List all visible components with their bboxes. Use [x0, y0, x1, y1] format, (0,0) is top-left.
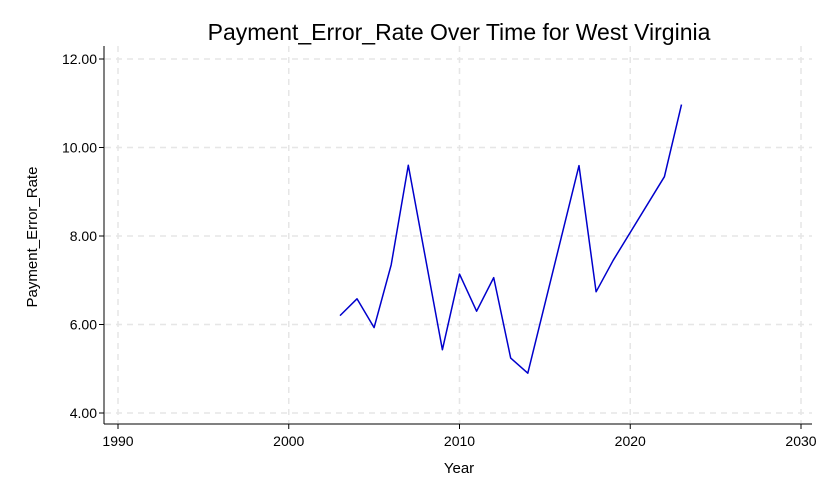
grid: [105, 46, 812, 423]
series: [339, 104, 683, 374]
y-tick-label: 8.00: [70, 228, 97, 244]
x-tick-label: 2020: [615, 433, 646, 449]
x-tick-label: 2000: [273, 433, 304, 449]
x-tick-label: 1990: [102, 433, 133, 449]
y-tick-label: 12.00: [62, 51, 97, 67]
y-tick-label: 10.00: [62, 140, 97, 156]
series-line: [339, 104, 683, 374]
x-axis-ticks: 1990 2000 2010 2020 2030: [102, 424, 817, 449]
y-axis-label: Payment_Error_Rate: [24, 167, 41, 308]
y-axis-ticks: 4.00 6.00 8.00 10.00 12.00: [62, 51, 104, 421]
x-tick-label: 2030: [785, 433, 816, 449]
chart-title: Payment_Error_Rate Over Time for West Vi…: [208, 19, 711, 45]
y-tick-label: 4.00: [70, 405, 97, 421]
x-axis-label: Year: [444, 460, 474, 477]
x-tick-label: 2010: [444, 433, 475, 449]
y-tick-label: 6.00: [70, 317, 97, 333]
